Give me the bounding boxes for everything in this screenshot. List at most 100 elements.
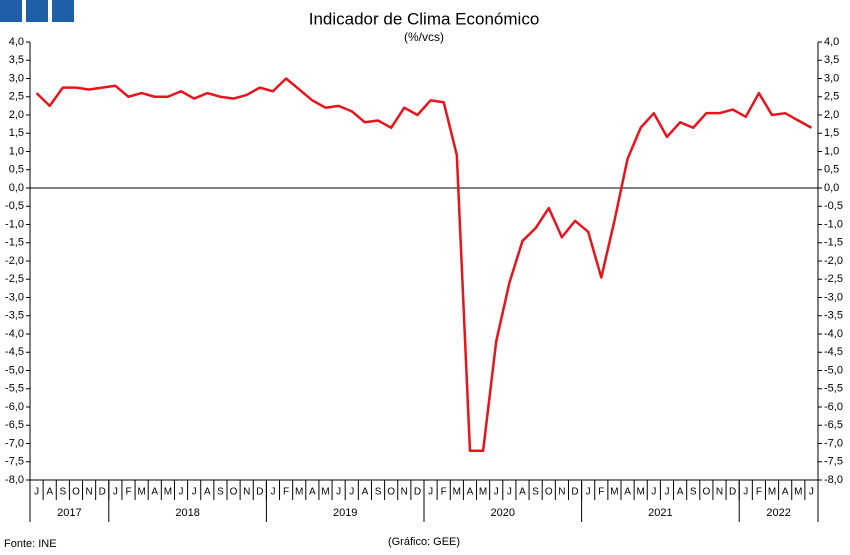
x-tick-label: S: [532, 487, 539, 498]
x-tick-label: D: [99, 487, 106, 498]
x-tick-label: S: [59, 487, 66, 498]
x-tick-label: D: [571, 487, 578, 498]
y-tick-label: -7,0: [5, 437, 24, 449]
x-tick-label: J: [664, 487, 669, 498]
y2-tick-label: -4,0: [824, 328, 843, 340]
logo-square: [52, 0, 74, 22]
x-tick-label: O: [230, 487, 238, 498]
x-tick-label: N: [558, 487, 565, 498]
year-label: 2020: [491, 507, 515, 519]
y-tick-label: 2,0: [9, 109, 24, 121]
x-tick-label: M: [637, 487, 645, 498]
x-tick-label: O: [387, 487, 395, 498]
credit: (Gráfico: GEE): [388, 536, 460, 548]
y-tick-label: -0,5: [5, 200, 24, 212]
x-tick-label: A: [204, 487, 211, 498]
y2-tick-label: -1,5: [824, 237, 843, 249]
x-tick-label: J: [507, 487, 512, 498]
y-tick-label: 1,5: [9, 127, 24, 139]
y2-tick-label: 1,5: [824, 127, 839, 139]
x-tick-label: N: [85, 487, 92, 498]
y2-tick-label: 1,0: [824, 145, 839, 157]
x-tick-label: M: [164, 487, 172, 498]
y-tick-label: -1,5: [5, 237, 24, 249]
y-tick-label: -6,5: [5, 419, 24, 431]
x-tick-label: D: [256, 487, 263, 498]
y-tick-label: -2,0: [5, 255, 24, 267]
y2-tick-label: -6,0: [824, 401, 843, 413]
y2-tick-label: 0,0: [824, 182, 839, 194]
y-tick-label: 1,0: [9, 145, 24, 157]
year-label: 2021: [648, 507, 672, 519]
x-tick-label: J: [743, 487, 748, 498]
y2-tick-label: -5,5: [824, 383, 843, 395]
y-tick-label: 3,5: [9, 54, 24, 66]
x-tick-label: A: [46, 487, 53, 498]
x-tick-label: N: [401, 487, 408, 498]
y2-tick-label: -1,0: [824, 218, 843, 230]
x-tick-label: S: [690, 487, 697, 498]
y-tick-label: -8,0: [5, 474, 24, 486]
y2-tick-label: -8,0: [824, 474, 843, 486]
x-tick-label: J: [349, 487, 354, 498]
x-tick-label: M: [295, 487, 303, 498]
x-tick-label: F: [441, 487, 447, 498]
x-tick-label: J: [586, 487, 591, 498]
y-tick-label: -3,5: [5, 310, 24, 322]
y-tick-label: -1,0: [5, 218, 24, 230]
x-tick-label: F: [598, 487, 604, 498]
x-tick-label: J: [428, 487, 433, 498]
y-tick-label: -5,0: [5, 364, 24, 376]
x-tick-label: A: [624, 487, 631, 498]
data-line: [35, 77, 813, 453]
x-tick-label: J: [34, 487, 39, 498]
x-tick-label: O: [545, 487, 553, 498]
y2-tick-label: -4,5: [824, 346, 843, 358]
x-tick-label: A: [677, 487, 684, 498]
y-tick-label: -3,0: [5, 291, 24, 303]
y2-tick-label: 4,0: [824, 36, 839, 48]
x-tick-label: N: [243, 487, 250, 498]
y-tick-label: -7,5: [5, 456, 24, 468]
x-tick-label: M: [453, 487, 461, 498]
x-tick-label: J: [651, 487, 656, 498]
logo-square: [0, 0, 22, 22]
x-tick-label: A: [782, 487, 789, 498]
y-tick-label: -4,5: [5, 346, 24, 358]
x-tick-label: J: [270, 487, 275, 498]
y-tick-label: -4,0: [5, 328, 24, 340]
x-tick-label: A: [519, 487, 526, 498]
x-tick-label: J: [192, 487, 197, 498]
y2-tick-label: -2,5: [824, 273, 843, 285]
x-tick-label: D: [729, 487, 736, 498]
x-tick-label: A: [362, 487, 369, 498]
x-tick-label: M: [321, 487, 329, 498]
x-tick-label: J: [336, 487, 341, 498]
y-tick-label: -2,5: [5, 273, 24, 285]
logo-square: [26, 0, 48, 22]
year-label: 2017: [57, 507, 81, 519]
y2-tick-label: -7,0: [824, 437, 843, 449]
x-tick-label: M: [479, 487, 487, 498]
y2-tick-label: -5,0: [824, 364, 843, 376]
y2-tick-label: 3,0: [824, 72, 839, 84]
year-label: 2019: [333, 507, 357, 519]
y-tick-label: 0,5: [9, 164, 24, 176]
x-tick-label: M: [768, 487, 776, 498]
x-tick-label: F: [283, 487, 289, 498]
y2-tick-label: 0,5: [824, 164, 839, 176]
x-tick-label: S: [375, 487, 382, 498]
chart-title: Indicador de Clima Económico: [309, 9, 540, 28]
y2-tick-label: -7,5: [824, 456, 843, 468]
y-tick-label: 2,5: [9, 91, 24, 103]
y2-tick-label: -6,5: [824, 419, 843, 431]
x-tick-label: A: [309, 487, 316, 498]
y2-tick-label: 2,5: [824, 91, 839, 103]
x-tick-label: S: [217, 487, 224, 498]
y-tick-label: -6,0: [5, 401, 24, 413]
y2-tick-label: -0,5: [824, 200, 843, 212]
year-label: 2018: [175, 507, 199, 519]
source: Fonte: INE: [4, 538, 57, 550]
x-tick-label: M: [137, 487, 145, 498]
x-tick-label: O: [72, 487, 80, 498]
